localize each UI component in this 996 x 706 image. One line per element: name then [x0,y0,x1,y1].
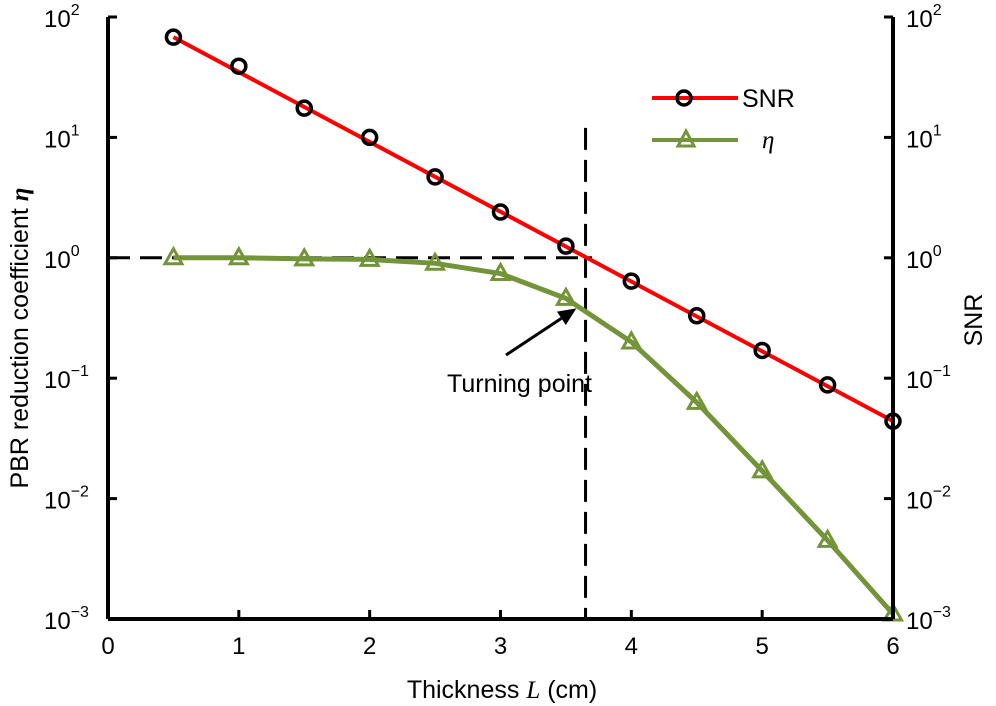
snr-point [688,307,706,325]
snr-line [172,35,894,423]
eta-line [173,255,895,616]
snr-point [295,99,313,117]
y-axis-label-left: PBR reduction coefficient η [6,188,34,489]
x-axis-label-text: Thickness [407,676,520,704]
x-tick-label: 4 [625,633,638,660]
eta-point [751,458,774,479]
y-tick-label-right: 10−3 [906,604,951,635]
snr-point [753,341,771,360]
series-layer [162,28,905,622]
eta-point [293,246,316,267]
annotation: Turning point [447,308,592,398]
series-snr [164,28,902,430]
snr-point [557,237,575,255]
snr-point [622,272,641,290]
x-tick-label: 2 [363,633,376,660]
snr-point [818,376,837,394]
eta-point [358,247,381,267]
series-eta [162,245,905,622]
y-tick-label-right: 100 [906,243,942,274]
eta-point [424,251,447,271]
y-tick-label-right: 10−2 [906,484,951,515]
y-axis-label-right: SNR [960,294,988,347]
x-tick-label: 5 [755,633,768,660]
x-tick-label: 1 [232,633,245,660]
eta-point [162,245,185,266]
snr-point [230,57,248,75]
turning-point-label: Turning point [447,370,592,398]
y-tick-label-left: 101 [44,122,80,153]
y-axis-left-variable: η [7,188,34,202]
y-tick-label-left: 10−2 [44,484,89,515]
x-tick-label: 0 [101,633,114,660]
y-tick-label-right: 101 [906,122,942,153]
y-tick-label-right: 10−1 [906,363,951,394]
eta-point [816,528,839,548]
x-tick-label: 6 [886,633,899,660]
ticks: 0 1 2 3 4 5 6 102 102 101 101 100 100 10−1 10−1 10−2 10−… [44,2,951,660]
turning-point-arrow-shaft [505,317,563,357]
y-tick-label-left: 102 [44,2,80,33]
x-tick-label: 3 [494,633,507,660]
legend-eta-marker [675,127,697,148]
y-tick-label-right: 102 [906,2,942,33]
x-axis-unit: (cm) [547,676,597,704]
x-axis-label: Thickness L (cm) [407,676,597,704]
legend-snr-marker [675,89,693,107]
eta-point [554,286,577,306]
y-tick-label-left: 100 [44,243,80,274]
legend-eta-label: η [762,127,774,154]
y-tick-label-left: 10−1 [44,363,89,394]
eta-point [620,329,643,350]
eta-point [685,390,708,410]
x-axis-variable: L [525,677,540,704]
turning-point-arrow-head [556,308,577,326]
legend: SNR η [652,85,795,154]
snr-point [491,203,510,221]
y-tick-label-left: 10−3 [44,604,89,635]
y-axis-left-text: PBR reduction coefficient [6,208,34,488]
legend-snr-label: SNR [742,85,795,113]
eta-point [489,261,512,282]
snr-point [360,128,379,147]
snr-point [164,28,183,46]
eta-point [227,245,250,266]
snr-point [426,168,444,186]
